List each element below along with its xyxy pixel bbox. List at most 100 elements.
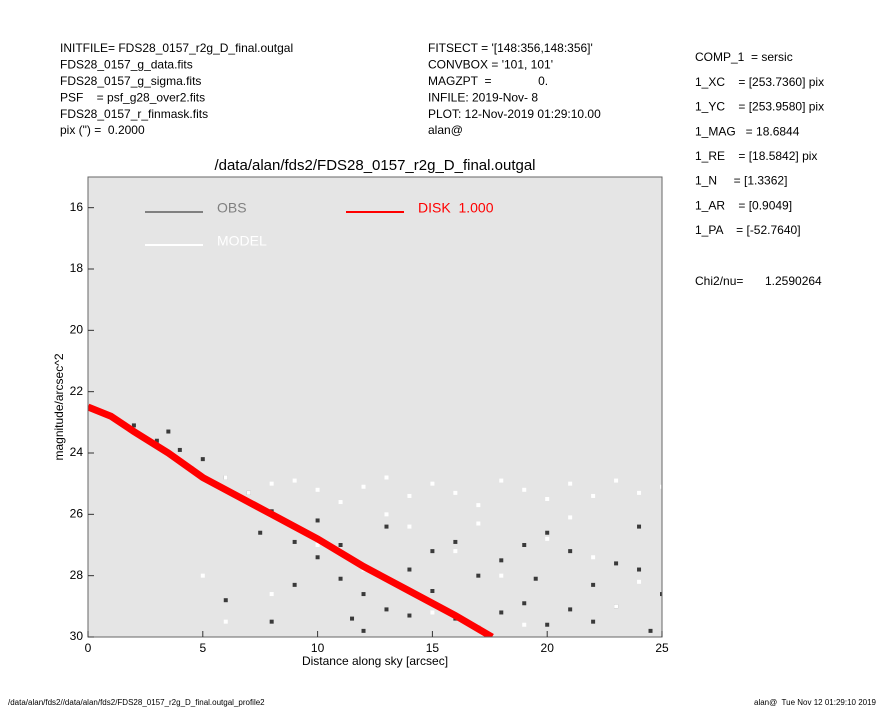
data-point (384, 475, 389, 480)
legend-label: DISK 1.000 (418, 200, 494, 216)
data-point (637, 579, 642, 584)
data-point (269, 619, 274, 624)
data-point (499, 558, 504, 563)
data-point (499, 610, 504, 615)
data-point (591, 582, 596, 587)
data-point (315, 555, 320, 560)
data-point (476, 521, 481, 526)
data-point (614, 478, 619, 483)
header-line: INFILE: 2019-Nov- 8 (428, 90, 538, 104)
legend-label: MODEL (217, 233, 267, 249)
data-point (522, 543, 527, 547)
data-point (407, 524, 412, 529)
data-point (315, 543, 320, 547)
data-point (430, 610, 435, 615)
header-line: FDS28_0157_r_finmask.fits (60, 107, 208, 121)
data-point (614, 561, 619, 566)
x-tick-label: 25 (655, 641, 669, 655)
data-point (338, 543, 343, 547)
data-point (223, 619, 228, 624)
param-line: 1_PA = [-52.7640] (695, 223, 801, 237)
footer-left: /data/alan/fds2//data/alan/fds2/FDS28_01… (8, 698, 265, 707)
data-point (407, 567, 412, 572)
data-point (568, 515, 573, 520)
y-tick-label: 22 (70, 384, 84, 398)
chart-title: /data/alan/fds2/FDS28_0157_r2g_D_final.o… (214, 157, 535, 174)
data-point (568, 481, 573, 486)
data-point (476, 503, 481, 508)
data-point (545, 530, 550, 535)
param-line: 1_RE = [18.5842] pix (695, 149, 817, 163)
y-tick-label: 28 (70, 568, 84, 582)
param-line: 1_YC = [253.9580] pix (695, 100, 824, 114)
data-point (453, 549, 458, 554)
data-point (361, 484, 366, 489)
data-point (361, 628, 366, 633)
data-point (533, 576, 538, 581)
data-point (591, 493, 596, 498)
param-line: 1_N = [1.3362] (695, 174, 787, 188)
data-point (545, 497, 550, 501)
data-point (292, 582, 297, 587)
model-curve (88, 403, 494, 637)
y-axis-label: magnitude/arcsec^2 (52, 353, 66, 460)
data-point (269, 481, 274, 486)
data-point (315, 518, 320, 523)
data-point (660, 484, 662, 489)
data-point (350, 616, 355, 621)
data-point (154, 438, 159, 443)
data-point (453, 490, 458, 495)
x-tick-label: 10 (311, 641, 325, 655)
data-point (499, 573, 504, 578)
y-tick-label: 18 (70, 261, 84, 275)
x-tick-label: 15 (426, 641, 440, 655)
header-line: INITFILE= FDS28_0157_r2g_D_final.outgal (60, 41, 293, 55)
data-point (522, 622, 527, 627)
data-point (660, 592, 662, 597)
data-point (430, 481, 435, 486)
chi2-value: 1.2590264 (765, 274, 822, 288)
data-point (177, 447, 182, 452)
data-point (338, 576, 343, 581)
y-tick-label: 16 (70, 200, 84, 214)
data-point (223, 598, 228, 603)
y-tick-label: 30 (70, 629, 84, 643)
y-tick-label: 20 (70, 323, 84, 337)
data-point (499, 478, 504, 483)
data-point (545, 622, 550, 627)
header-line: FDS28_0157_g_data.fits (60, 58, 193, 72)
data-point (591, 619, 596, 624)
data-point (292, 539, 297, 544)
header-line: FITSECT = '[148:356,148:356]' (428, 41, 593, 55)
data-point (258, 530, 263, 535)
data-point (166, 429, 171, 434)
data-point (637, 524, 642, 529)
data-point (407, 613, 412, 618)
data-point (407, 493, 412, 498)
data-point (430, 589, 435, 593)
data-point (568, 607, 573, 612)
data-point (200, 573, 205, 578)
header-line: FDS28_0157_g_sigma.fits (60, 74, 201, 88)
data-point (637, 567, 642, 572)
param-line: 1_XC = [253.7360] pix (695, 75, 824, 89)
data-point (384, 607, 389, 612)
data-point (522, 487, 527, 492)
data-point (430, 549, 435, 554)
plot-background (88, 177, 662, 637)
data-point (568, 549, 573, 554)
data-point (476, 573, 481, 578)
y-tick-label: 24 (70, 445, 84, 459)
x-tick-label: 0 (85, 641, 92, 655)
param-line: 1_MAG = 18.6844 (695, 124, 800, 138)
data-point (315, 487, 320, 492)
header-line: PLOT: 12-Nov-2019 01:29:10.00 (428, 107, 601, 121)
param-line: 1_AR = [0.9049] (695, 198, 792, 212)
header-line: MAGZPT = 0. (428, 74, 548, 88)
x-tick-label: 20 (541, 641, 555, 655)
data-point (131, 423, 136, 428)
data-point (384, 524, 389, 529)
data-point (648, 628, 653, 633)
footer-right: alan@ Tue Nov 12 01:29:10 2019 (754, 698, 877, 707)
